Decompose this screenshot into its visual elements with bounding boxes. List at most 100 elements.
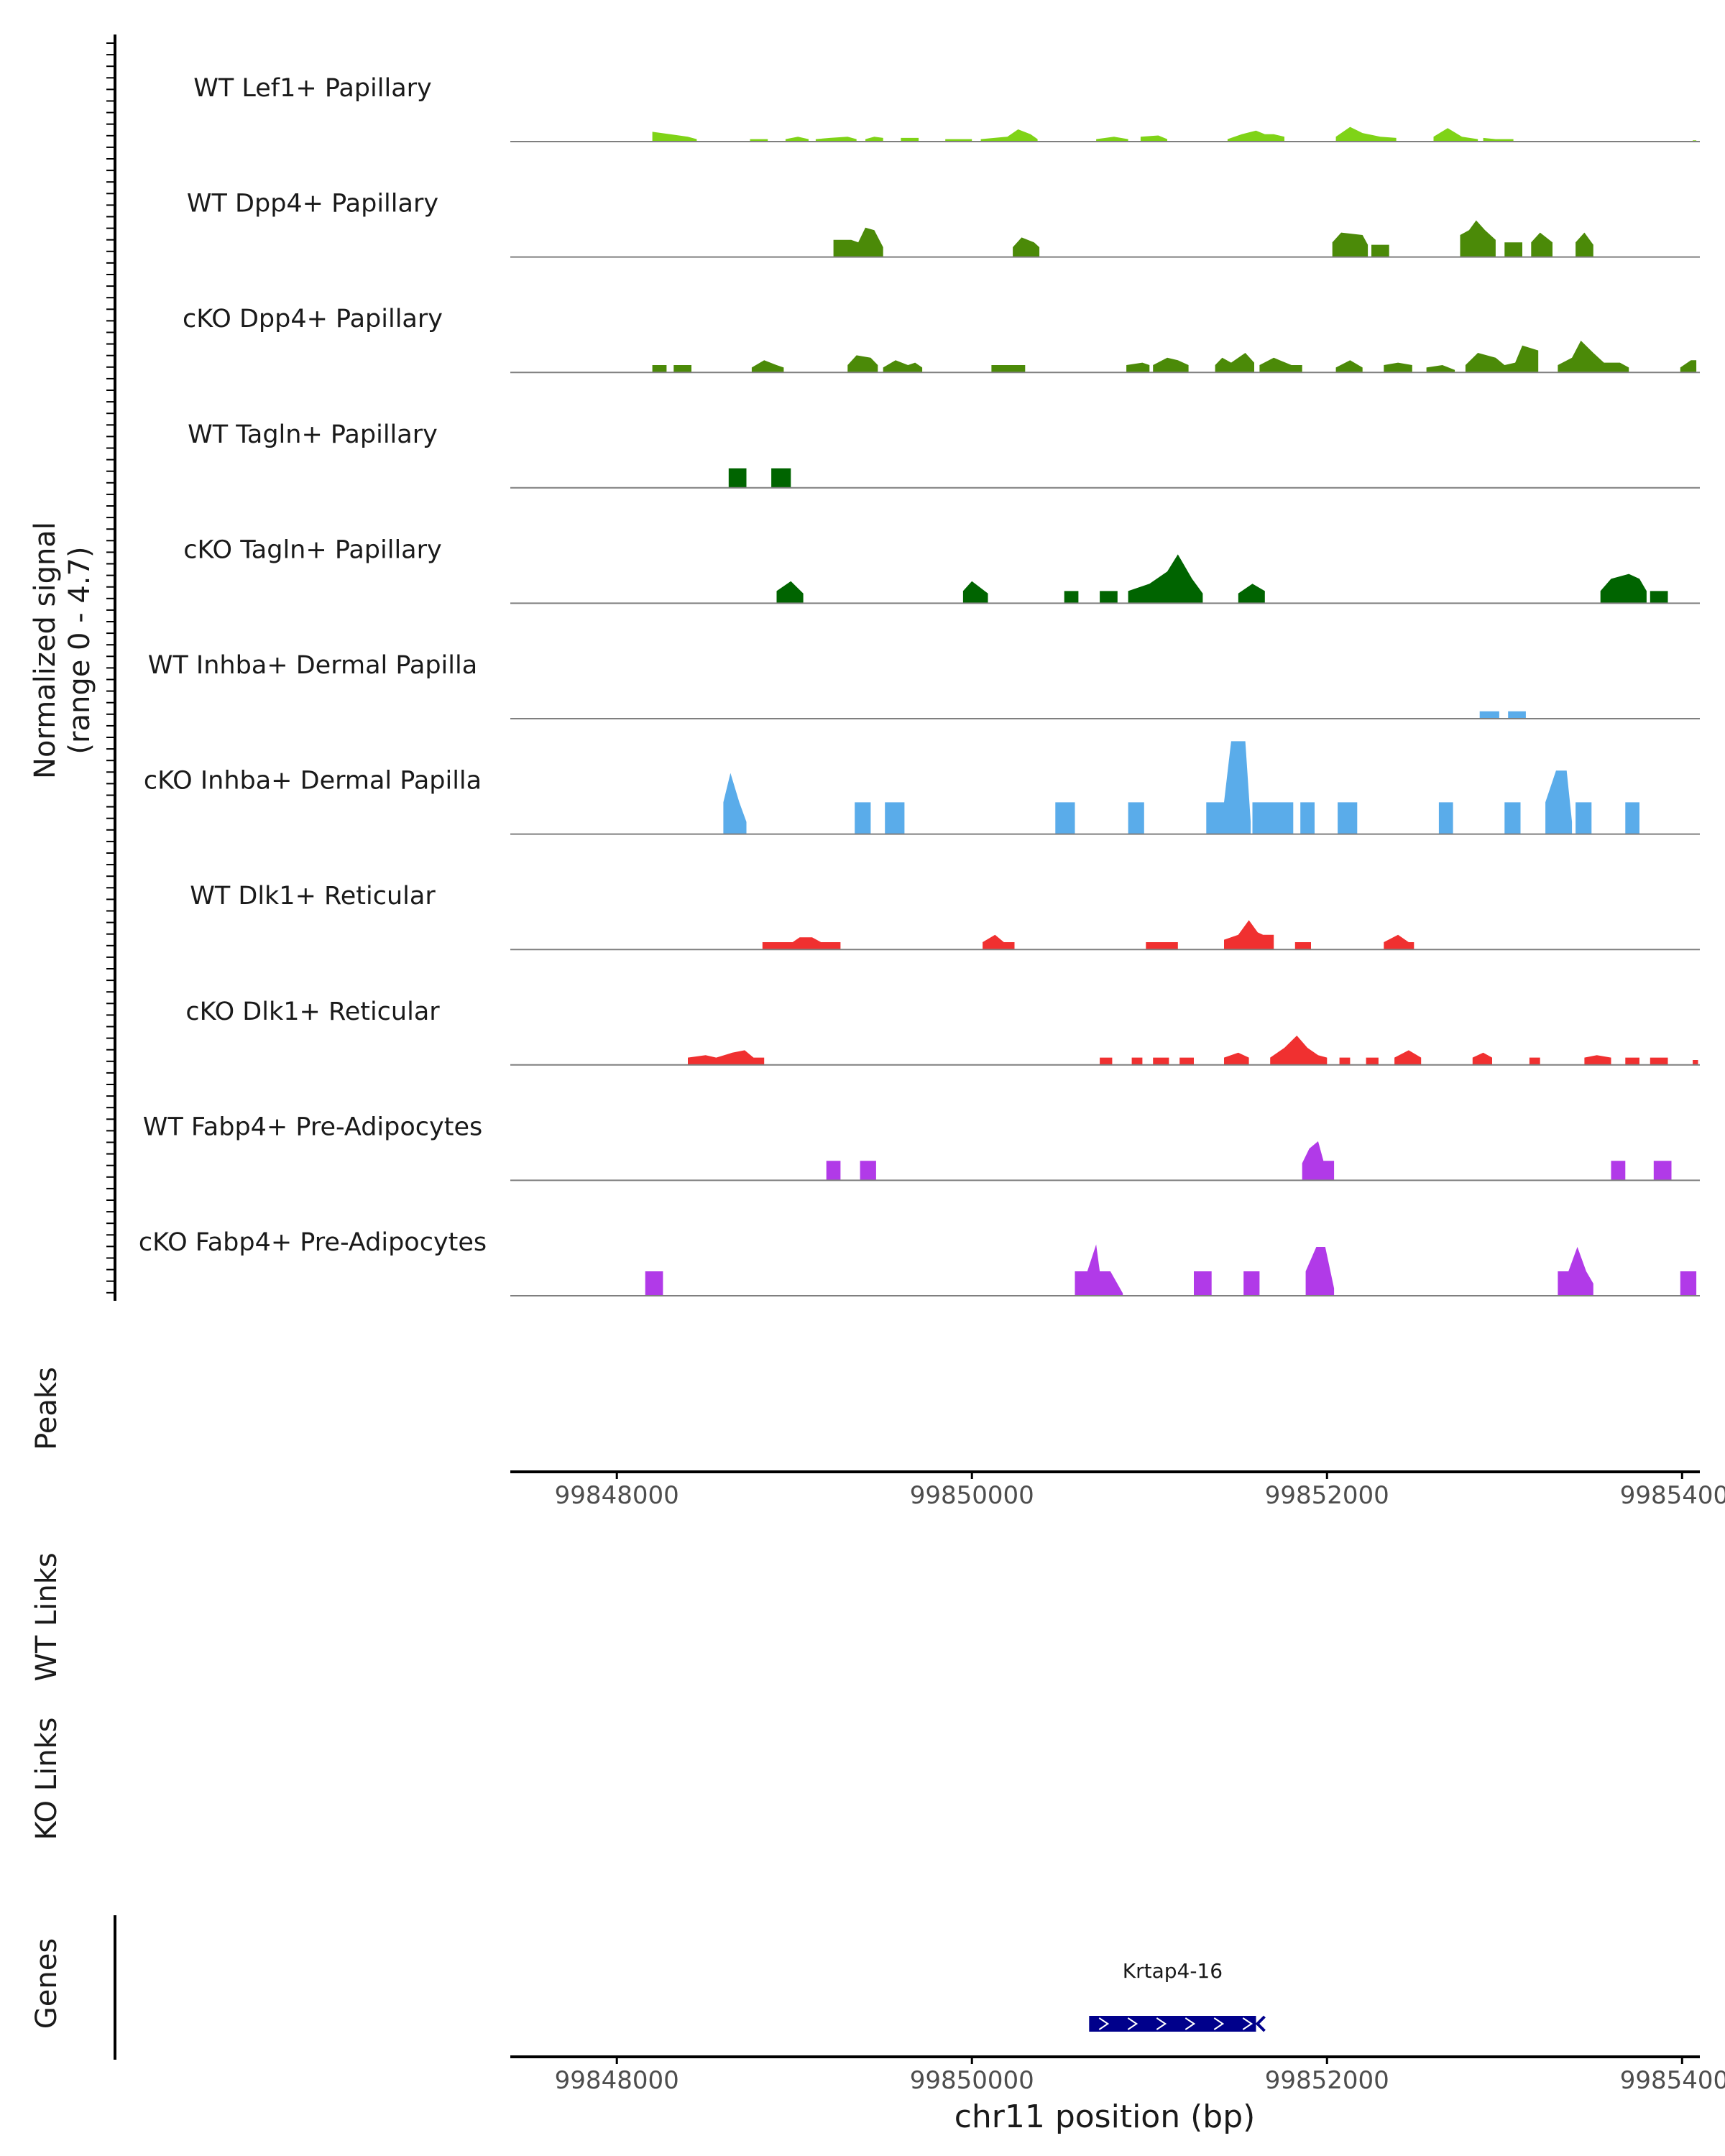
coverage-area	[1335, 360, 1363, 373]
coverage-area	[1394, 1050, 1422, 1065]
coverage-area	[1146, 942, 1178, 950]
coverage-area	[860, 1161, 876, 1181]
coverage-area	[815, 137, 857, 142]
coverage-area	[1100, 591, 1118, 604]
coverage-area	[1126, 362, 1150, 373]
coverage-area	[1465, 345, 1539, 373]
genes-x-axis: 99848000 99850000 99852000 99854000	[510, 2055, 1725, 2095]
strand-arrow	[1242, 2017, 1254, 2030]
coverage-area	[1653, 1161, 1672, 1181]
coverage-area	[1302, 1141, 1335, 1181]
gene-name-label: Krtap4-16	[1123, 1959, 1223, 1983]
ko-links-panel-label: KO Links	[30, 1718, 63, 1841]
coverage-area	[723, 773, 747, 834]
coverage-area	[1252, 802, 1294, 834]
x-tick-label: 99848000	[555, 1481, 679, 1510]
coverage-area	[962, 581, 988, 604]
coverage-area	[776, 581, 804, 604]
coverage-area	[883, 360, 923, 373]
track-label: cKO Tagln+ Papillary	[183, 535, 442, 564]
coverage-area	[1460, 220, 1496, 257]
coverage-area	[1611, 1161, 1626, 1181]
coverage-area	[1483, 137, 1514, 142]
coverage-area	[1055, 802, 1075, 834]
coverage-area	[1426, 365, 1455, 373]
coverage-area	[1576, 232, 1593, 257]
coverage-area	[652, 365, 667, 373]
coverage-area	[1504, 242, 1522, 257]
coverage-area	[1504, 802, 1521, 834]
coverage-area	[673, 365, 691, 373]
coverage-area	[1576, 802, 1592, 834]
coverage-area	[1545, 770, 1573, 834]
coverage-area	[1013, 237, 1040, 257]
track-label: cKO Dlk1+ Reticular	[185, 998, 440, 1026]
track-5: cKO Tagln+ Papillary	[183, 535, 1700, 604]
coverage-area	[847, 355, 878, 373]
strand-arrow	[1156, 2017, 1167, 2030]
coverage-area	[751, 360, 784, 373]
coverage-area	[1335, 126, 1397, 142]
coverage-area	[785, 137, 809, 142]
coverage-area	[1305, 1247, 1335, 1296]
strand-arrow	[1098, 2017, 1110, 2030]
y-axis-title-line1: Normalized signal	[29, 522, 62, 779]
coverage-area	[1300, 802, 1315, 834]
track-9: cKO Dlk1+ Reticular	[185, 998, 1700, 1066]
track-label: cKO Dpp4+ Papillary	[183, 305, 443, 333]
track-label: WT Dlk1+ Reticular	[190, 882, 436, 911]
track-4: WT Tagln+ Papillary	[188, 420, 1700, 489]
track-label: WT Lef1+ Papillary	[193, 74, 432, 103]
coverage-area	[1224, 1052, 1249, 1065]
coverage-area	[1650, 591, 1668, 604]
coverage-area	[1558, 341, 1629, 373]
track-7: cKO Inhba+ Dermal Papilla	[144, 741, 1700, 835]
track-8: WT Dlk1+ Reticular	[190, 882, 1700, 951]
coverage-area	[901, 137, 919, 142]
coverage-area	[1650, 1057, 1668, 1065]
x-tick-label: 99850000	[910, 2066, 1034, 2095]
coverage-area	[1680, 360, 1697, 373]
coverage-area	[1224, 920, 1274, 950]
coverage-area	[1259, 357, 1302, 373]
coverage-area	[1100, 1057, 1113, 1065]
coverage-area	[1625, 1057, 1639, 1065]
wt-links-panel-label: WT Links	[30, 1552, 63, 1681]
coverage-area	[1224, 741, 1251, 834]
coverage-area	[1371, 244, 1389, 257]
coverage-area	[826, 1161, 841, 1181]
coverage-area	[1128, 802, 1144, 834]
x-tick-label: 99854000	[1620, 2066, 1725, 2095]
coverage-tracks: WT Lef1+ Papillary WT Dpp4+ Papillary cKO …	[139, 74, 1700, 1296]
track-10: WT Fabp4+ Pre-Adipocytes	[143, 1112, 1700, 1181]
x-tick-label: 99850000	[910, 1481, 1034, 1510]
strand-arrow	[1184, 2017, 1196, 2030]
coverage-area	[1332, 232, 1368, 257]
track-label: cKO Inhba+ Dermal Papilla	[144, 767, 482, 796]
coverage-area	[1600, 573, 1647, 604]
coverage-area	[1294, 942, 1311, 950]
coverage-area	[1227, 130, 1284, 142]
coverage-area	[1075, 1244, 1123, 1296]
coverage-area	[1693, 1060, 1698, 1065]
coverage-area	[645, 1271, 663, 1296]
gene-end-arrow	[1255, 2015, 1266, 2032]
coverage-area	[1128, 554, 1203, 604]
gene-Krtap4-16: Krtap4-16	[1089, 1959, 1266, 2032]
coverage-area	[1215, 353, 1254, 373]
track-label: WT Inhba+ Dermal Papilla	[148, 651, 477, 680]
track-6: WT Inhba+ Dermal Papilla	[148, 651, 1700, 719]
x-tick-label: 99854000	[1620, 1481, 1725, 1510]
genes-panel-label: Genes	[30, 1938, 63, 2029]
track-1: WT Lef1+ Papillary	[193, 74, 1700, 142]
track-11: cKO Fabp4+ Pre-Adipocytes	[139, 1228, 1700, 1296]
coverage-area	[1064, 591, 1079, 604]
track-3: cKO Dpp4+ Papillary	[183, 305, 1700, 374]
coverage-area	[1584, 1055, 1611, 1065]
coverage-area	[1270, 1036, 1328, 1065]
coverage-area	[991, 365, 1026, 373]
coverage-area	[1179, 1057, 1194, 1065]
track-label: WT Fabp4+ Pre-Adipocytes	[143, 1112, 482, 1141]
coverage-area	[1384, 934, 1414, 950]
